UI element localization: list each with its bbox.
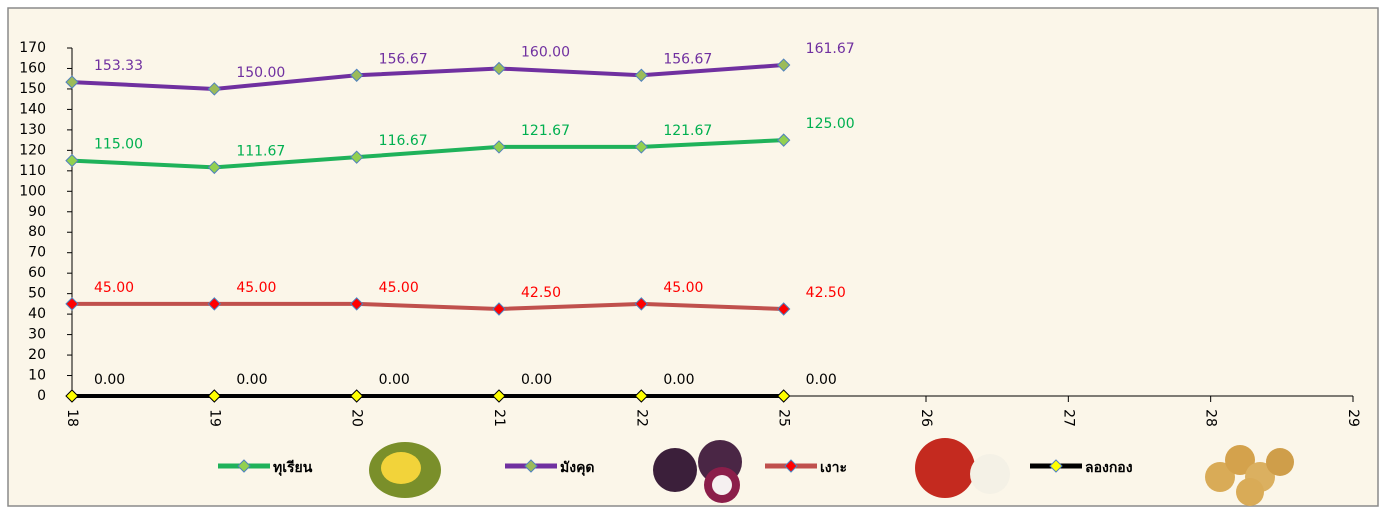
y-tick-label: 170 (19, 40, 46, 56)
x-tick-label: 26 (918, 409, 934, 427)
data-label: 0.00 (663, 372, 694, 388)
y-tick-label: 90 (28, 204, 46, 220)
data-label: 150.00 (236, 65, 285, 81)
mangosteen-icon (653, 440, 742, 503)
x-tick-label: 22 (633, 409, 649, 427)
data-label: 42.50 (806, 285, 846, 301)
data-label: 0.00 (379, 372, 410, 388)
legend-label: ลองกอง (1085, 460, 1133, 476)
y-tick-label: 0 (37, 388, 46, 404)
x-tick-label: 29 (1345, 409, 1361, 427)
data-label: 111.67 (236, 143, 285, 159)
data-point (776, 389, 791, 403)
x-tick-label: 27 (1060, 409, 1076, 427)
data-label: 153.33 (94, 58, 143, 74)
data-point (349, 297, 364, 311)
data-label: 160.00 (521, 44, 570, 60)
data-point (492, 302, 506, 316)
legend-marker (1049, 459, 1063, 473)
data-label: 0.00 (806, 372, 837, 388)
legend-label: เงาะ (820, 460, 847, 476)
legend-marker (524, 459, 538, 473)
x-tick-label: 25 (776, 409, 792, 427)
data-label: 45.00 (94, 280, 134, 296)
y-tick-label: 110 (19, 163, 46, 179)
data-point (634, 297, 649, 311)
y-tick-label: 120 (19, 142, 46, 158)
series-line (71, 138, 784, 170)
data-point (65, 297, 79, 311)
data-point (349, 150, 364, 164)
data-point (776, 133, 791, 147)
data-point (207, 297, 222, 311)
data-label: 125.00 (806, 116, 855, 132)
data-label: 115.00 (94, 137, 143, 153)
data-point (207, 82, 222, 96)
data-label: 121.67 (521, 123, 570, 139)
y-tick-label: 130 (19, 122, 46, 138)
y-tick-label: 80 (28, 224, 46, 240)
data-point (65, 75, 79, 89)
data-point (634, 140, 649, 154)
rambutan-icon (915, 438, 1010, 498)
data-point (492, 140, 506, 154)
x-tick-label: 20 (349, 409, 365, 427)
y-tick-label: 10 (28, 368, 46, 384)
legend-label: ทุเรียน (273, 460, 313, 476)
data-label: 45.00 (379, 280, 419, 296)
data-point (207, 160, 222, 175)
data-label: 45.00 (236, 280, 276, 296)
data-point (65, 389, 79, 403)
legend-label: มังคุด (560, 460, 595, 476)
y-tick-label: 30 (28, 327, 46, 343)
data-point (492, 61, 506, 76)
data-point (349, 389, 364, 403)
data-label: 42.50 (521, 285, 561, 301)
chart-frame (7, 7, 1379, 507)
legend-marker (784, 459, 798, 473)
durian-icon (369, 442, 441, 498)
data-label: 161.67 (806, 41, 855, 57)
y-tick-label: 40 (28, 306, 46, 322)
series-line (71, 63, 784, 91)
series-line (72, 301, 784, 312)
legend-marker (237, 459, 251, 473)
data-point (634, 389, 649, 403)
y-tick-label: 100 (19, 183, 46, 199)
y-tick-label: 70 (28, 245, 46, 261)
data-point (65, 153, 79, 168)
data-label: 0.00 (94, 372, 125, 388)
y-tick-label: 140 (19, 101, 46, 117)
y-tick-label: 150 (19, 81, 46, 97)
data-point (634, 68, 649, 82)
data-label: 0.00 (521, 372, 552, 388)
data-point (776, 58, 791, 72)
y-tick-label: 60 (28, 265, 46, 281)
y-tick-label: 160 (19, 60, 46, 76)
data-label: 0.00 (236, 372, 267, 388)
data-label: 121.67 (663, 123, 712, 139)
x-tick-label: 21 (491, 409, 507, 427)
data-point (349, 68, 364, 82)
data-point (492, 389, 506, 403)
data-label: 156.67 (379, 51, 428, 67)
fruit-icons (369, 438, 1294, 506)
data-point (776, 302, 791, 316)
data-label: 116.67 (379, 133, 428, 149)
x-tick-label: 28 (1203, 409, 1219, 427)
data-point (207, 389, 222, 403)
y-tick-label: 20 (28, 347, 46, 363)
data-label: 45.00 (663, 280, 703, 296)
data-label: 156.67 (663, 51, 712, 67)
y-tick-label: 50 (28, 286, 46, 302)
longkong-icon (1205, 445, 1294, 506)
x-tick-label: 19 (206, 409, 222, 427)
x-tick-label: 18 (64, 409, 80, 427)
